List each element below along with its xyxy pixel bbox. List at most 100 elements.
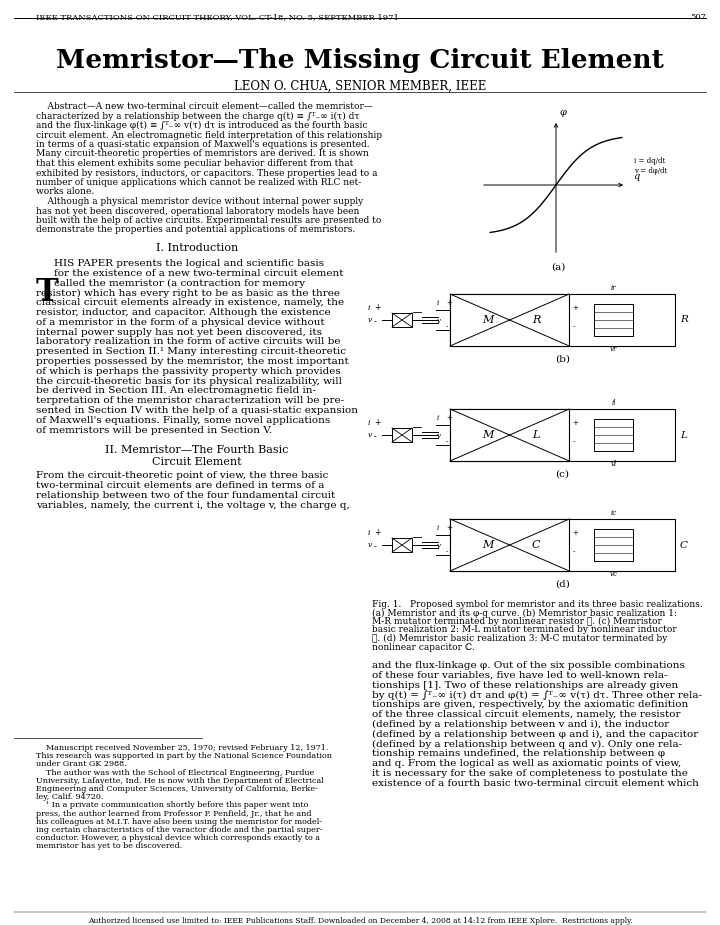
Text: IEEE TRANSACTIONS ON CIRCUIT THEORY, VOL. CT-18, NO. 5, SEPTEMBER 1971: IEEE TRANSACTIONS ON CIRCUIT THEORY, VOL… — [36, 13, 399, 21]
Text: resistor) which has every right to be as basic as the three: resistor) which has every right to be as… — [36, 289, 340, 298]
Text: v: v — [437, 542, 441, 549]
Bar — [450, 409, 570, 461]
Text: in terms of a quasi-static expansion of Maxwell's equations is presented.: in terms of a quasi-static expansion of … — [36, 140, 369, 149]
Text: M: M — [482, 430, 494, 440]
Text: and the flux-linkage φ. Out of the six possible combinations: and the flux-linkage φ. Out of the six p… — [372, 661, 685, 670]
Text: φ: φ — [560, 108, 567, 117]
Text: R: R — [680, 315, 688, 325]
Text: it is necessary for the sake of completeness to postulate the: it is necessary for the sake of complete… — [372, 769, 688, 778]
Text: that this element exhibits some peculiar behavior different from that: that this element exhibits some peculiar… — [36, 159, 354, 168]
Text: v: v — [437, 432, 441, 439]
Text: (a): (a) — [551, 263, 565, 272]
Text: called the memristor (a contraction for memory: called the memristor (a contraction for … — [54, 278, 305, 288]
Text: Although a physical memristor device without internal power supply: Although a physical memristor device wit… — [36, 197, 364, 206]
Text: sented in Section IV with the help of a quasi-static expansion: sented in Section IV with the help of a … — [36, 406, 358, 415]
Text: works alone.: works alone. — [36, 188, 94, 196]
Text: vc: vc — [610, 570, 618, 578]
Text: vl: vl — [611, 460, 617, 468]
Text: exhibited by resistors, inductors, or capacitors. These properties lead to a: exhibited by resistors, inductors, or ca… — [36, 168, 377, 178]
Text: two-terminal circuit elements are defined in terms of a: two-terminal circuit elements are define… — [36, 481, 325, 490]
Bar — [392, 313, 412, 327]
Text: internal power supply has not yet been discovered, its: internal power supply has not yet been d… — [36, 327, 322, 337]
Text: vr: vr — [610, 345, 617, 353]
Text: by q(t) = ∫ᵀ₋∞ i(τ) dτ and φ(t) = ∫ᵀ₋∞ v(τ) dτ. Three other rela-: by q(t) = ∫ᵀ₋∞ i(τ) dτ and φ(t) = ∫ᵀ₋∞ v… — [372, 690, 702, 700]
Bar — [594, 419, 634, 450]
Text: i: i — [437, 524, 439, 533]
Text: characterized by a relationship between the charge q(t) ≡ ∫ᵀ₋∞ i(τ) dτ: characterized by a relationship between … — [36, 112, 359, 120]
Text: i: i — [437, 300, 439, 307]
Text: of these four variables, five have led to well-known rela-: of these four variables, five have led t… — [372, 671, 667, 680]
Text: nonlinear capacitor ℂ.: nonlinear capacitor ℂ. — [372, 643, 475, 651]
Text: properties possessed by the memristor, the most important: properties possessed by the memristor, t… — [36, 357, 348, 366]
Text: +: + — [572, 420, 578, 426]
Text: of which is perhaps the passivity property which provides: of which is perhaps the passivity proper… — [36, 367, 341, 376]
Text: (d): (d) — [555, 580, 570, 589]
Text: -: - — [572, 438, 575, 444]
Text: demonstrate the properties and potential applications of memristors.: demonstrate the properties and potential… — [36, 226, 355, 235]
Text: L: L — [532, 430, 539, 440]
Text: of a memristor in the form of a physical device without: of a memristor in the form of a physical… — [36, 318, 325, 327]
Text: -: - — [374, 432, 377, 441]
Text: resistor, inductor, and capacitor. Although the existence: resistor, inductor, and capacitor. Altho… — [36, 308, 330, 317]
Text: (a) Memristor and its φ-q curve. (b) Memristor basic realization 1:: (a) Memristor and its φ-q curve. (b) Mem… — [372, 609, 677, 618]
Text: laboratory realization in the form of active circuits will be: laboratory realization in the form of ac… — [36, 338, 341, 346]
Text: for the existence of a new two-terminal circuit element: for the existence of a new two-terminal … — [54, 269, 343, 277]
Text: classical circuit elements already in existence, namely, the: classical circuit elements already in ex… — [36, 298, 344, 307]
Text: il: il — [611, 399, 616, 407]
Text: T: T — [36, 277, 59, 308]
Bar — [450, 519, 570, 571]
Text: (defined by a relationship between q and v). Only one rela-: (defined by a relationship between q and… — [372, 739, 682, 748]
Text: i: i — [437, 414, 439, 423]
Text: 507: 507 — [690, 13, 706, 21]
Text: -: - — [446, 323, 449, 328]
Text: and the flux-linkage φ(t) ≡ ∫ᵀ₋∞ v(τ) dτ is introduced as the fourth basic: and the flux-linkage φ(t) ≡ ∫ᵀ₋∞ v(τ) dτ… — [36, 121, 367, 130]
Text: The author was with the School of Electrical Engineering, Purdue: The author was with the School of Electr… — [36, 769, 315, 777]
Text: University, Lafayette, Ind. He is now with the Department of Electrical: University, Lafayette, Ind. He is now wi… — [36, 777, 324, 784]
Text: C: C — [680, 540, 688, 549]
Text: M-R mutator terminated by nonlinear resistor ℜ. (c) Memristor: M-R mutator terminated by nonlinear resi… — [372, 617, 662, 626]
Text: -: - — [572, 323, 575, 328]
Text: -: - — [572, 548, 575, 554]
Text: Circuit Element: Circuit Element — [152, 457, 242, 467]
Text: Abstract—A new two-terminal circuit element—called the memristor—: Abstract—A new two-terminal circuit elem… — [36, 102, 373, 111]
Text: -: - — [446, 548, 449, 554]
Bar — [450, 519, 675, 571]
Text: i: i — [368, 419, 371, 427]
Text: variables, namely, the current i, the voltage v, the charge q,: variables, namely, the current i, the vo… — [36, 500, 350, 510]
Text: i: i — [368, 529, 371, 537]
Text: tionships [1]. Two of these relationships are already given: tionships [1]. Two of these relationship… — [372, 681, 678, 690]
Text: relationship between two of the four fundamental circuit: relationship between two of the four fun… — [36, 491, 336, 500]
Text: ¹ In a private communication shortly before this paper went into: ¹ In a private communication shortly bef… — [36, 801, 308, 809]
Text: Authorized licensed use limited to: IEEE Publications Staff. Downloaded on Decem: Authorized licensed use limited to: IEEE… — [88, 917, 632, 925]
Text: built with the help of active circuits. Experimental results are presented to: built with the help of active circuits. … — [36, 216, 382, 225]
Text: From the circuit-theoretic point of view, the three basic: From the circuit-theoretic point of view… — [36, 472, 328, 480]
Text: and q. From the logical as well as axiomatic points of view,: and q. From the logical as well as axiom… — [372, 759, 681, 768]
Text: (defined by a relationship between φ and i), and the capacitor: (defined by a relationship between φ and… — [372, 730, 698, 739]
Text: tionships are given, respectively, by the axiomatic definition: tionships are given, respectively, by th… — [372, 700, 688, 709]
Text: i: i — [368, 304, 371, 312]
Text: This research was supported in part by the National Science Foundation: This research was supported in part by t… — [36, 752, 332, 760]
Text: v: v — [368, 316, 372, 324]
Bar — [392, 538, 412, 552]
Text: II. Memristor—The Fourth Basic: II. Memristor—The Fourth Basic — [105, 446, 289, 455]
Text: memristor has yet to be discovered.: memristor has yet to be discovered. — [36, 843, 182, 850]
Text: +: + — [374, 418, 380, 427]
Text: -: - — [374, 317, 377, 326]
Text: -: - — [374, 542, 377, 551]
Text: -: - — [446, 438, 449, 444]
Text: (defined by a relationship between v and i), the inductor: (defined by a relationship between v and… — [372, 720, 670, 729]
Bar — [450, 294, 675, 346]
Text: Many circuit-theoretic properties of memristors are derived. It is shown: Many circuit-theoretic properties of mem… — [36, 150, 369, 158]
Text: M: M — [482, 315, 494, 325]
Text: +: + — [572, 304, 578, 311]
Text: basic realization 2: M-L mutator terminated by nonlinear inductor: basic realization 2: M-L mutator termina… — [372, 625, 677, 635]
Bar — [392, 428, 412, 442]
Text: conductor. However, a physical device which corresponds exactly to a: conductor. However, a physical device wh… — [36, 834, 320, 842]
Text: circuit element. An electromagnetic field interpretation of this relationship: circuit element. An electromagnetic fiel… — [36, 130, 382, 140]
Text: presented in Section II.¹ Many interesting circuit-theoretic: presented in Section II.¹ Many interesti… — [36, 347, 346, 356]
Text: v: v — [368, 541, 372, 549]
Text: +: + — [446, 301, 452, 306]
Text: of Maxwell's equations. Finally, some novel applications: of Maxwell's equations. Finally, some no… — [36, 416, 330, 425]
Text: Memristor—The Missing Circuit Element: Memristor—The Missing Circuit Element — [56, 48, 664, 73]
Text: +: + — [446, 525, 452, 532]
